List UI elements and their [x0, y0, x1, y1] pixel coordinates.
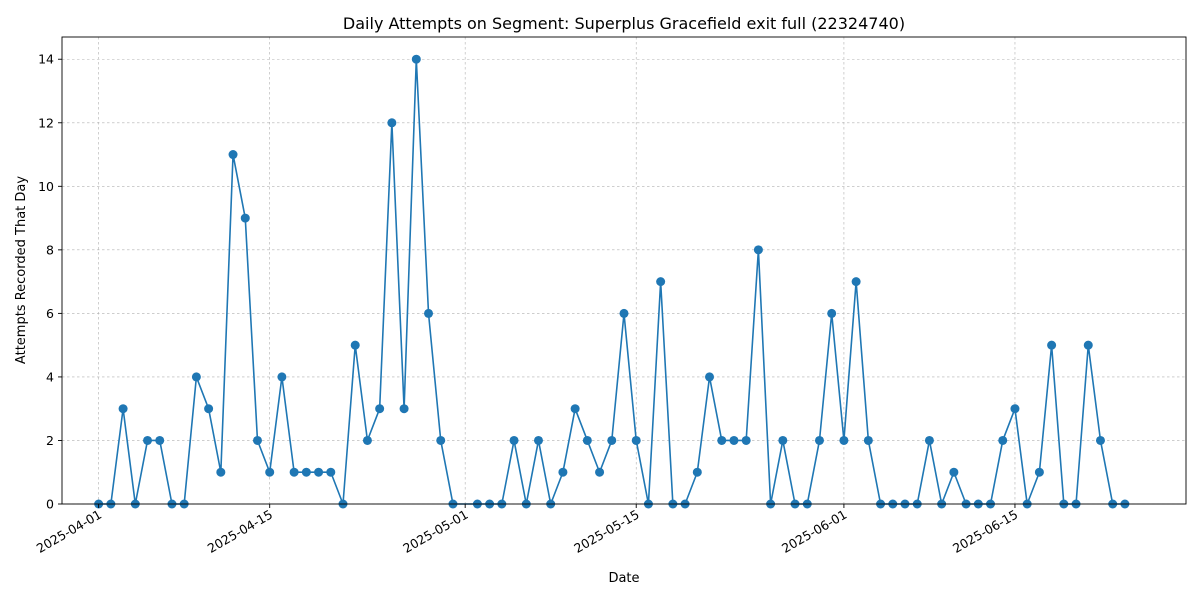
series-line: [98, 58, 1125, 505]
plot-frame: [61, 36, 1187, 505]
data-point: [692, 467, 702, 477]
data-point: [252, 435, 262, 445]
data-point: [595, 467, 605, 477]
data-point: [851, 277, 861, 287]
data-point: [778, 435, 788, 445]
data-point: [827, 308, 837, 318]
grid-layer: [62, 37, 1186, 505]
data-point: [155, 435, 165, 445]
data-point: [289, 467, 299, 477]
x-tick-label: 2025-05-01: [400, 507, 470, 556]
data-point: [607, 435, 617, 445]
data-point: [314, 467, 324, 477]
data-point: [924, 435, 934, 445]
data-point: [375, 404, 385, 414]
x-axis-ticks: 2025-04-01 2025-04-15 2025-05-01 2025-05-15…: [34, 504, 1020, 556]
data-point: [424, 308, 434, 318]
y-axis-label: Attempts Recorded That Day: [14, 176, 29, 364]
data-point: [240, 213, 250, 223]
data-point: [326, 467, 336, 477]
data-point: [619, 308, 629, 318]
data-point: [399, 404, 409, 414]
data-point: [631, 435, 641, 445]
data-point: [656, 277, 666, 287]
y-axis-ticks: 0 2 4 6 8 10 12 14: [38, 52, 62, 512]
data-point: [741, 435, 751, 445]
x-tick-label: 2025-06-15: [950, 507, 1020, 556]
data-point: [118, 404, 128, 414]
y-tick-label: 0: [46, 497, 54, 512]
data-point: [228, 150, 238, 160]
x-axis-label: Date: [608, 571, 639, 586]
data-point: [729, 435, 739, 445]
data-point: [949, 467, 959, 477]
data-point: [1047, 340, 1057, 350]
x-tick-label: 2025-06-01: [779, 507, 849, 556]
data-point: [717, 435, 727, 445]
data-point: [582, 435, 592, 445]
data-point: [143, 435, 153, 445]
data-point: [204, 404, 214, 414]
x-tick-label: 2025-05-15: [571, 507, 641, 556]
data-point: [191, 372, 201, 382]
data-point: [753, 245, 763, 255]
data-point: [1095, 435, 1105, 445]
x-tick-label: 2025-04-15: [205, 507, 275, 556]
series-line-layer: [98, 58, 1125, 505]
data-point: [265, 467, 275, 477]
data-point: [509, 435, 519, 445]
data-point: [558, 467, 568, 477]
data-point: [411, 54, 421, 64]
data-point: [301, 467, 311, 477]
data-point: [387, 118, 397, 128]
y-tick-label: 6: [46, 306, 54, 321]
y-tick-label: 2: [46, 433, 54, 448]
data-point: [362, 435, 372, 445]
y-tick-label: 8: [46, 242, 54, 257]
data-point: [1083, 340, 1093, 350]
data-point: [998, 435, 1008, 445]
data-point: [216, 467, 226, 477]
data-point: [277, 372, 287, 382]
data-point: [863, 435, 873, 445]
y-tick-label: 12: [38, 115, 54, 130]
data-point: [436, 435, 446, 445]
data-point: [570, 404, 580, 414]
data-point: [705, 372, 715, 382]
data-point: [1010, 404, 1020, 414]
data-point: [533, 435, 543, 445]
data-point: [814, 435, 824, 445]
y-tick-label: 14: [38, 52, 54, 67]
x-tick-label: 2025-04-01: [34, 507, 104, 556]
y-tick-label: 4: [46, 369, 54, 384]
data-point: [1034, 467, 1044, 477]
chart-title: Daily Attempts on Segment: Superplus Gra…: [343, 14, 905, 33]
data-point: [350, 340, 360, 350]
data-point: [839, 435, 849, 445]
y-tick-label: 10: [38, 179, 54, 194]
